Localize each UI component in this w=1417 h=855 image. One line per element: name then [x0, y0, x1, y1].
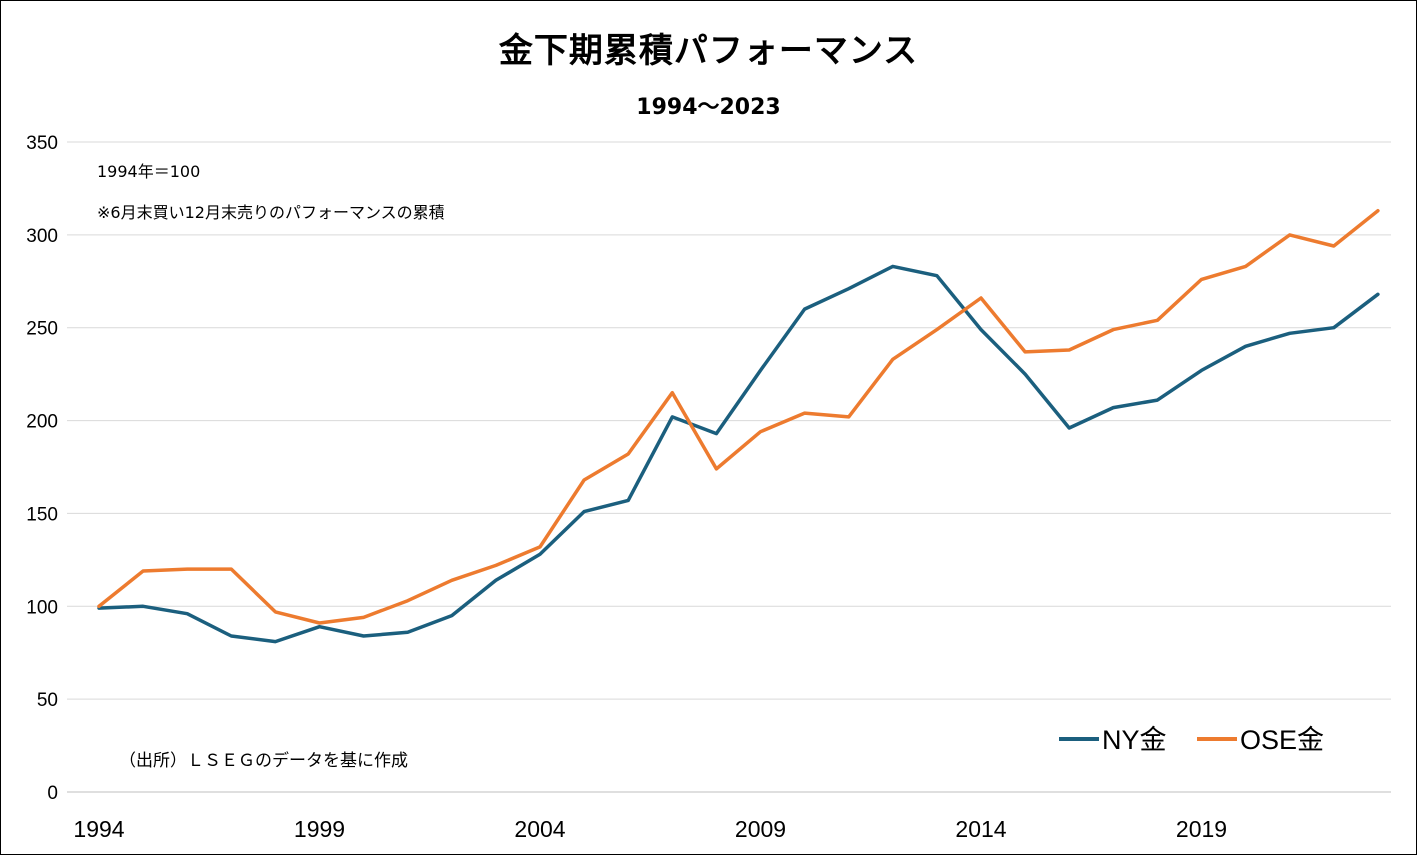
- gridlines: [67, 141, 1391, 793]
- y-tick-label: 150: [26, 504, 58, 525]
- x-axis-ticks: 1994 1999 2004 2009 2014 2019: [73, 816, 1227, 842]
- chart-subtitle: 1994～2023: [636, 95, 781, 120]
- x-tick-label: 2009: [735, 816, 786, 842]
- series-lines: [97, 208, 1380, 644]
- series-line-ose: [97, 208, 1380, 625]
- legend-label-ose: OSE金: [1240, 725, 1324, 755]
- note-method: ※6月末買い12月末売りのパフォーマンスの累積: [97, 203, 445, 222]
- legend: NY金 OSE金: [1059, 725, 1324, 755]
- x-tick-label: 2004: [514, 816, 565, 842]
- y-tick-label: 50: [37, 690, 58, 711]
- y-tick-label: 200: [26, 412, 58, 433]
- y-tick-label: 300: [26, 226, 58, 247]
- y-tick-label: 100: [26, 597, 58, 618]
- legend-label-ny: NY金: [1102, 725, 1167, 755]
- source-note: （出所）ＬＳＥＧのデータを基に作成: [119, 750, 408, 771]
- y-axis-ticks: 0 50 100 150 200 250 300 350: [26, 133, 58, 804]
- y-tick-label: 250: [26, 319, 58, 340]
- x-tick-label: 2014: [955, 816, 1006, 842]
- y-tick-label: 0: [47, 783, 58, 804]
- x-tick-label: 1994: [73, 816, 124, 842]
- y-tick-label: 350: [26, 133, 58, 154]
- chart-title: 金下期累積パフォーマンス: [498, 31, 919, 71]
- series-line-ny: [97, 264, 1380, 644]
- x-tick-label: 1999: [294, 816, 345, 842]
- x-tick-label: 2019: [1176, 816, 1227, 842]
- note-base: 1994年＝100: [97, 162, 200, 181]
